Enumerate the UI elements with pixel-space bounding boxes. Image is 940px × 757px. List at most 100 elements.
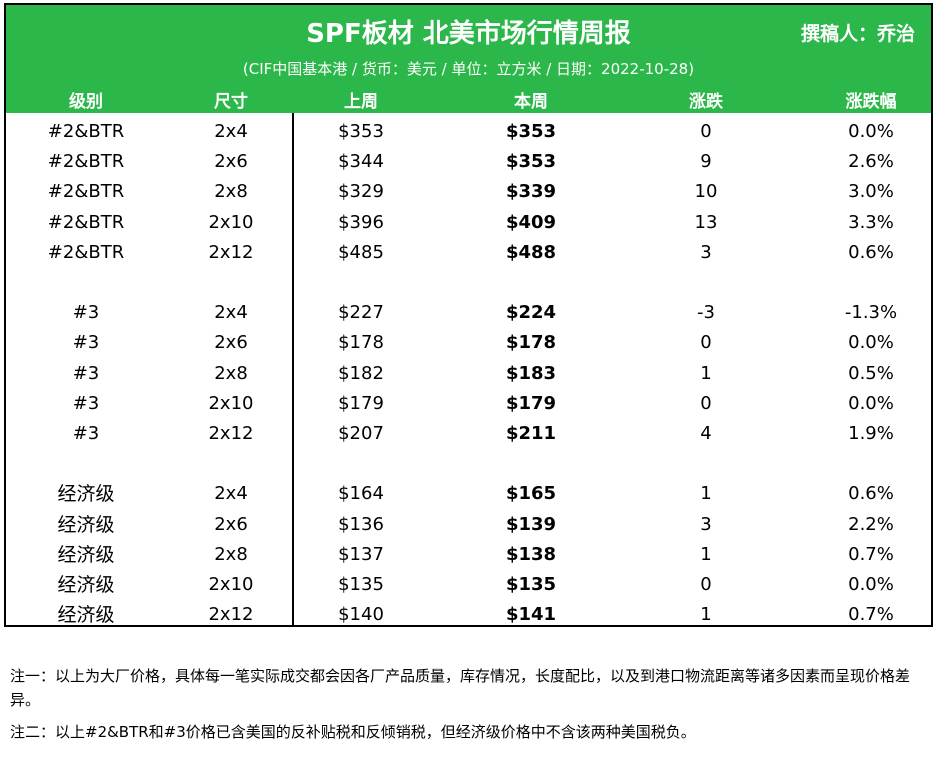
column-header-change-pct: 涨跌幅 — [845, 92, 897, 112]
cell-last: $329 — [338, 181, 384, 203]
cell-last: $227 — [338, 302, 384, 324]
table-body: #2&BTR 2x4 $353 $353 0 0.0% #2&BTR 2x6 $344 $353 9… — [6, 113, 931, 626]
cell-this: $224 — [505, 302, 557, 324]
cell-size: 2x10 — [208, 392, 254, 414]
cell-pct: -1.3% — [844, 302, 898, 324]
cell-size: 2x4 — [214, 302, 248, 324]
report-author: 撰稿人：乔治 — [800, 23, 915, 45]
cell-size: 2x4 — [214, 483, 248, 505]
table-row: #3 2x12 $207 $211 4 1.9% — [6, 419, 931, 449]
cell-size: 2x6 — [214, 151, 248, 173]
cell-pct: 0.0% — [848, 121, 894, 142]
column-header-size: 尺寸 — [214, 92, 248, 112]
cell-change: 13 — [694, 211, 718, 233]
cell-size: 2x12 — [208, 604, 254, 626]
cell-pct: 3.3% — [848, 211, 894, 233]
cell-change: 1 — [700, 483, 712, 505]
cell-grade: #3 — [72, 302, 100, 324]
cell-size: 2x10 — [208, 574, 254, 595]
cell-pct: 3.0% — [848, 181, 894, 203]
table-row: 经济级 2x4 $164 $165 1 0.6% — [6, 479, 931, 509]
cell-size: 2x12 — [208, 241, 254, 263]
cell-this: $339 — [505, 181, 557, 203]
table-row: #3 2x8 $182 $183 1 0.5% — [6, 359, 931, 389]
cell-grade: #2&BTR — [47, 121, 125, 142]
cell-change: 0 — [700, 332, 712, 354]
cell-size: 2x8 — [214, 181, 248, 203]
cell-change: 0 — [700, 121, 712, 142]
table-row: #2&BTR 2x12 $485 $488 3 0.6% — [6, 238, 931, 268]
cell-grade: 经济级 — [57, 543, 115, 566]
report-header: SPF板材 北美市场行情周报 撰稿人：乔治 (CIF中国基本港 / 货币：美元 … — [6, 5, 931, 113]
cell-this: $409 — [505, 211, 557, 233]
cell-change: 10 — [694, 181, 718, 203]
cell-change: 0 — [700, 574, 712, 595]
cell-this: $178 — [505, 332, 557, 354]
table-row: #2&BTR 2x8 $329 $339 10 3.0% — [6, 177, 931, 207]
cell-last: $179 — [338, 392, 384, 414]
cell-pct: 2.6% — [848, 151, 894, 173]
notes-section: 注一：以上为大厂价格，具体每一笔实际成交都会因各厂产品质量，库存情况，长度配比，… — [10, 664, 930, 752]
cell-grade: #2&BTR — [47, 151, 125, 173]
cell-this: $488 — [505, 241, 557, 263]
cell-pct: 0.5% — [848, 362, 894, 384]
column-header-change: 涨跌 — [689, 92, 723, 112]
cell-change: 4 — [700, 423, 712, 444]
cell-last: $135 — [338, 574, 384, 595]
cell-change: -3 — [697, 302, 715, 324]
cell-change: 0 — [700, 392, 712, 414]
cell-size: 2x6 — [214, 513, 248, 535]
cell-last: $140 — [338, 604, 384, 626]
cell-last: $396 — [338, 211, 384, 233]
cell-size: 2x6 — [214, 332, 248, 354]
price-report-table: SPF板材 北美市场行情周报 撰稿人：乔治 (CIF中国基本港 / 货币：美元 … — [4, 3, 933, 627]
cell-last: $164 — [338, 483, 384, 505]
column-header-last-week: 上周 — [344, 92, 378, 112]
table-row: 经济级 2x6 $136 $139 3 2.2% — [6, 510, 931, 540]
cell-pct: 0.0% — [848, 574, 894, 595]
table-row: #3 2x6 $178 $178 0 0.0% — [6, 328, 931, 358]
table-row: #2&BTR 2x10 $396 $409 13 3.3% — [6, 208, 931, 238]
note-two: 注二：以上#2&BTR和#3价格已含美国的反补贴税和反倾销税，但经济级价格中不含… — [10, 723, 696, 741]
cell-pct: 1.9% — [848, 423, 894, 444]
cell-size: 2x4 — [214, 121, 248, 142]
cell-size: 2x8 — [214, 543, 248, 565]
cell-grade: 经济级 — [57, 483, 115, 506]
table-row: #3 2x10 $179 $179 0 0.0% — [6, 389, 931, 419]
cell-this: $353 — [505, 151, 557, 173]
cell-last: $182 — [338, 362, 384, 384]
note-one: 注一：以上为大厂价格，具体每一笔实际成交都会因各厂产品质量，库存情况，长度配比，… — [10, 667, 911, 709]
cell-grade: #2&BTR — [47, 181, 125, 203]
cell-change: 9 — [700, 151, 712, 173]
cell-last: $207 — [338, 423, 384, 444]
cell-this: $211 — [505, 423, 557, 444]
table-row: #2&BTR 2x6 $344 $353 9 2.6% — [6, 147, 931, 177]
cell-last: $353 — [338, 121, 384, 142]
cell-grade: #3 — [72, 362, 100, 384]
cell-pct: 0.0% — [848, 332, 894, 354]
table-row: #3 2x4 $227 $224 -3 -1.3% — [6, 298, 931, 328]
cell-grade: 经济级 — [57, 574, 115, 596]
cell-pct: 0.7% — [848, 604, 894, 626]
cell-grade: #3 — [72, 332, 100, 354]
table-row: 经济级 2x8 $137 $138 1 0.7% — [6, 540, 931, 570]
report-title: SPF板材 北美市场行情周报 — [306, 19, 631, 49]
cell-this: $179 — [505, 392, 557, 414]
cell-grade: #3 — [72, 392, 100, 414]
cell-this: $138 — [505, 543, 557, 565]
cell-change: 1 — [700, 362, 712, 384]
cell-this: $353 — [505, 121, 557, 142]
table-row: #2&BTR 2x4 $353 $353 0 0.0% — [6, 117, 931, 147]
cell-last: $136 — [338, 513, 384, 535]
cell-change: 3 — [700, 241, 712, 263]
cell-size: 2x10 — [208, 211, 254, 233]
cell-grade: 经济级 — [57, 604, 115, 627]
cell-change: 1 — [700, 604, 712, 626]
cell-change: 1 — [700, 543, 712, 565]
column-divider — [292, 113, 294, 625]
cell-size: 2x8 — [214, 362, 248, 384]
table-row: 经济级 2x10 $135 $135 0 0.0% — [6, 570, 931, 600]
cell-pct: 0.7% — [848, 543, 894, 565]
cell-this: $141 — [505, 604, 557, 626]
cell-last: $344 — [338, 151, 384, 173]
